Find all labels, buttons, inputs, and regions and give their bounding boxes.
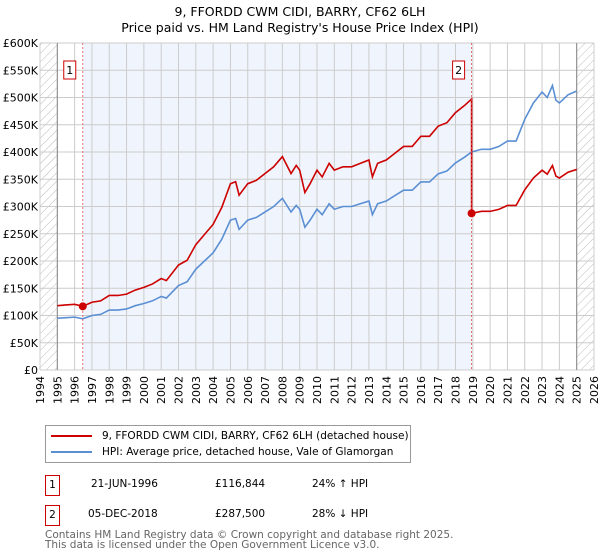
y-tick-label: £500K bbox=[3, 92, 39, 105]
x-tick-label: 2026 bbox=[588, 376, 600, 404]
x-tick-label: 2006 bbox=[242, 376, 255, 404]
x-tick-label: 2007 bbox=[259, 376, 272, 404]
y-tick-label: £0 bbox=[24, 364, 38, 377]
sale-point bbox=[78, 302, 87, 311]
hpi-line bbox=[57, 82, 578, 320]
x-tick-label: 2023 bbox=[536, 376, 549, 404]
x-tick-label: 2021 bbox=[501, 376, 514, 404]
sale-point bbox=[467, 209, 476, 218]
x-tick-label: 2019 bbox=[467, 376, 480, 404]
legend-label: HPI: Average price, detached house, Vale… bbox=[102, 446, 394, 458]
x-tick-label: 2013 bbox=[363, 376, 376, 404]
x-tick-label: 2018 bbox=[450, 376, 463, 404]
x-tick-label: 2001 bbox=[155, 376, 168, 404]
legend-swatch bbox=[51, 451, 92, 453]
sale-marker-label: 1 bbox=[45, 475, 60, 496]
x-tick-label: 2012 bbox=[346, 376, 359, 404]
sale-row: 1 21-JUN-1996 £116,844 24% ↑ HPI bbox=[45, 475, 465, 496]
sale-price: £116,844 bbox=[215, 478, 266, 490]
sale-date: 21-JUN-1996 bbox=[91, 478, 158, 490]
x-tick-label: 2003 bbox=[190, 376, 203, 404]
x-tick-label: 1995 bbox=[51, 376, 64, 404]
x-tick-label: 2016 bbox=[415, 376, 428, 404]
footer: Contains HM Land Registry data © Crown c… bbox=[45, 529, 454, 551]
y-tick-label: £600K bbox=[3, 37, 39, 50]
y-tick-label: £150K bbox=[3, 282, 39, 295]
x-tick-label: 2022 bbox=[519, 376, 532, 404]
x-tick-label: 2024 bbox=[553, 376, 566, 404]
x-tick-label: 2010 bbox=[311, 376, 324, 404]
sale-label: 2 bbox=[455, 64, 462, 77]
x-tick-label: 1996 bbox=[69, 376, 82, 404]
x-tick-label: 1997 bbox=[86, 376, 99, 404]
y-tick-label: £350K bbox=[3, 173, 39, 186]
y-tick-label: £50K bbox=[10, 337, 39, 350]
legend-label: 9, FFORDD CWM CIDI, BARRY, CF62 6LH (det… bbox=[102, 430, 409, 442]
legend-item-hpi: HPI: Average price, detached house, Vale… bbox=[46, 444, 393, 460]
y-tick-label: £250K bbox=[3, 228, 39, 241]
sale-marker-label: 2 bbox=[45, 505, 60, 526]
x-tick-label: 2017 bbox=[432, 376, 445, 404]
x-tick-label: 2020 bbox=[484, 376, 497, 404]
property-price-line bbox=[57, 97, 577, 308]
sale-label: 1 bbox=[66, 64, 73, 77]
sale-date: 05-DEC-2018 bbox=[88, 508, 158, 520]
x-tick-label: 2011 bbox=[328, 376, 341, 404]
x-tick-label: 2004 bbox=[207, 376, 220, 404]
legend-swatch bbox=[51, 435, 92, 437]
x-tick-label: 2000 bbox=[138, 376, 151, 404]
x-tick-label: 2014 bbox=[380, 376, 393, 404]
x-tick-label: 2015 bbox=[398, 376, 411, 404]
y-tick-label: £550K bbox=[3, 64, 39, 77]
x-tick-label: 2005 bbox=[224, 376, 237, 404]
chart-subtitle: Price paid vs. HM Land Registry's House … bbox=[121, 20, 479, 35]
x-tick-label: 2002 bbox=[173, 376, 186, 404]
x-tick-label: 2009 bbox=[294, 376, 307, 404]
sale-label-box bbox=[63, 60, 77, 80]
y-tick-label: £300K bbox=[3, 201, 39, 214]
y-tick-label: £400K bbox=[3, 146, 39, 159]
y-tick-label: £200K bbox=[3, 255, 39, 268]
x-tick-label: 1998 bbox=[103, 376, 116, 404]
chart-title: 9, FFORDD CWM CIDI, BARRY, CF62 6LH bbox=[174, 4, 426, 19]
x-tick-label: 1999 bbox=[121, 376, 134, 404]
x-tick-label: 2025 bbox=[571, 376, 584, 404]
x-tick-label: 2008 bbox=[276, 376, 289, 404]
legend: 9, FFORDD CWM CIDI, BARRY, CF62 6LH (det… bbox=[45, 425, 411, 463]
price-chart: 1994 1995 1996 1997 1998 1999 2000 2001 2002 2003… bbox=[3, 37, 600, 404]
sale-row: 2 05-DEC-2018 £287,500 28% ↓ HPI bbox=[45, 505, 465, 526]
sale-price: £287,500 bbox=[215, 508, 266, 520]
footer-line: This data is licensed under the Open Gov… bbox=[45, 539, 380, 551]
y-tick-label: £450K bbox=[3, 119, 39, 132]
y-tick-label: £100K bbox=[3, 310, 39, 323]
legend-item-property: 9, FFORDD CWM CIDI, BARRY, CF62 6LH (det… bbox=[46, 428, 409, 444]
sale-label-box bbox=[452, 60, 466, 80]
sale-hpi-delta: 24% ↑ HPI bbox=[312, 478, 369, 490]
sale-hpi-delta: 28% ↓ HPI bbox=[312, 508, 369, 520]
footer-line: Contains HM Land Registry data © Crown c… bbox=[45, 529, 454, 541]
x-tick-label: 1994 bbox=[34, 376, 47, 404]
